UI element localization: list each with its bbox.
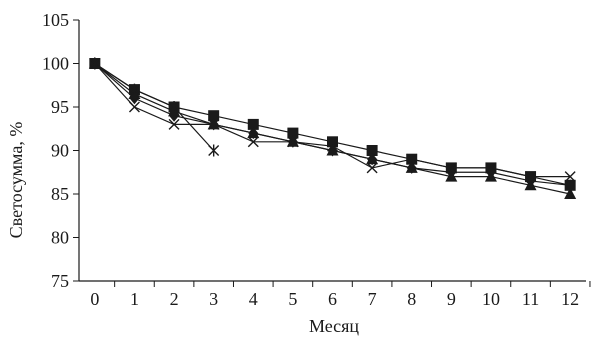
data-point-square xyxy=(366,145,378,156)
data-point-diamond xyxy=(367,153,378,166)
x-tick-label: 8 xyxy=(407,289,416,309)
x-tick-label: 1 xyxy=(130,289,139,309)
data-point-x xyxy=(287,136,299,148)
data-point-x xyxy=(366,162,378,174)
data-point-triangle xyxy=(564,187,577,199)
x-tick-label: 3 xyxy=(209,289,218,309)
data-point-square xyxy=(327,136,338,148)
series-triangle xyxy=(88,57,577,199)
data-point-diamond xyxy=(406,161,417,174)
series-line xyxy=(94,62,571,186)
y-tick-label: 105 xyxy=(42,10,69,30)
y-tick-label: 80 xyxy=(51,228,69,248)
series-diamond xyxy=(89,57,576,192)
data-point-x xyxy=(128,101,140,113)
data-point-x xyxy=(208,118,220,130)
data-point-asterisk xyxy=(89,57,101,70)
series-asterisk xyxy=(89,57,220,157)
x-tick-label: 11 xyxy=(522,289,539,309)
y-axis-label: Светосумма, % xyxy=(6,122,26,239)
data-point-asterisk xyxy=(208,144,220,157)
x-tick-label: 5 xyxy=(288,289,297,309)
data-point-square xyxy=(287,127,299,139)
data-point-square xyxy=(247,118,259,130)
data-point-diamond xyxy=(248,127,259,140)
x-tick-label: 0 xyxy=(90,289,99,309)
x-tick-label: 6 xyxy=(328,289,337,309)
data-point-diamond xyxy=(169,109,180,122)
y-tick-label: 85 xyxy=(51,184,69,204)
x-tick-label: 9 xyxy=(447,289,456,309)
x-tick-label: 2 xyxy=(170,289,179,309)
x-tick-label: 4 xyxy=(249,289,258,309)
series-line xyxy=(94,63,571,186)
y-tick-label: 95 xyxy=(51,97,69,117)
series-line xyxy=(94,63,571,178)
x-tick-label: 10 xyxy=(482,289,500,309)
data-point-square xyxy=(208,110,220,122)
y-axis-ticks: 75 80 85 90 95 100 105 xyxy=(42,10,79,291)
y-tick-label: 90 xyxy=(51,141,69,161)
data-point-diamond xyxy=(485,166,496,179)
x-tick-label: 12 xyxy=(561,289,579,309)
data-point-asterisk xyxy=(168,101,180,113)
y-tick-label: 100 xyxy=(42,54,69,74)
series-line xyxy=(94,62,215,151)
x-tick-label: 7 xyxy=(368,289,377,309)
data-point-x xyxy=(327,140,338,152)
series-group xyxy=(88,57,577,199)
x-axis-label: Месяц xyxy=(309,316,359,336)
data-point-x xyxy=(247,136,259,148)
data-point-x xyxy=(525,171,537,183)
data-point-x xyxy=(564,171,576,183)
data-point-diamond xyxy=(446,166,457,179)
x-axis-ticks: 0 1 2 3 4 5 6 7 8 9 10 11 12 xyxy=(90,281,591,309)
series-x xyxy=(89,58,576,183)
data-point-diamond xyxy=(565,179,576,192)
data-point-x xyxy=(485,162,497,174)
data-point-x xyxy=(445,162,457,174)
data-point-x xyxy=(168,118,180,130)
data-point-diamond xyxy=(525,174,536,187)
data-point-asterisk xyxy=(128,83,140,96)
data-point-diamond xyxy=(129,92,140,105)
data-point-x xyxy=(406,153,418,165)
y-tick-label: 75 xyxy=(51,271,69,291)
